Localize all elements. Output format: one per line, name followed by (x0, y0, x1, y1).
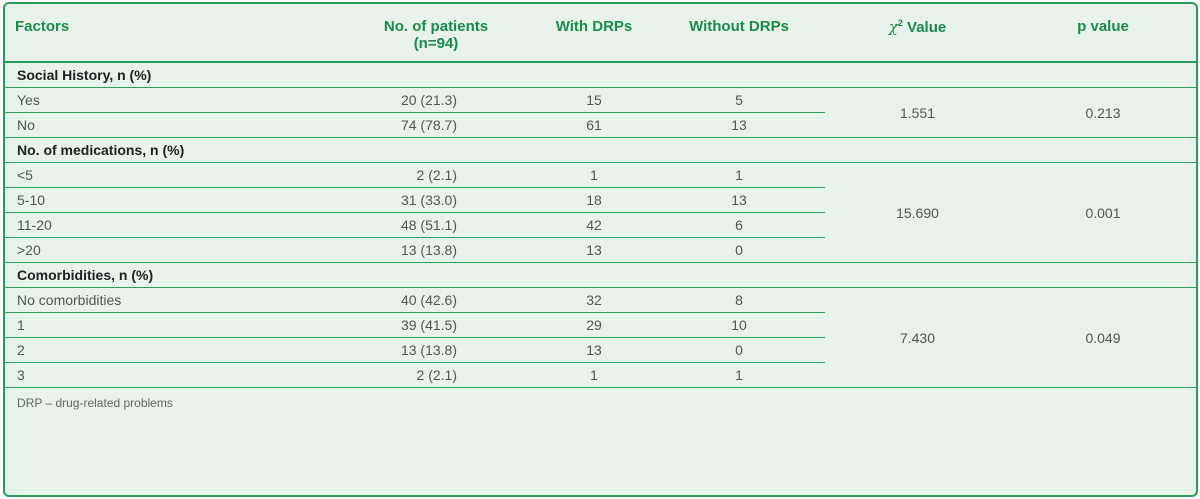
row-with-drps: 32 (535, 287, 653, 313)
row-patients: 2 (2.1) (287, 362, 535, 388)
p-value: 0.001 (1010, 162, 1196, 263)
row-patients: 2 (2.1) (287, 162, 535, 188)
header-patients: No. of patients (n=94) (287, 4, 535, 63)
table-row: 2 13 (13.8) 13 0 (5, 337, 1196, 363)
header-p-value: p value (1010, 4, 1196, 63)
row-without-drps: 13 (653, 112, 825, 138)
row-label: >20 (5, 237, 287, 263)
table-row: >20 13 (13.8) 13 0 (5, 237, 1196, 263)
row-patients: 48 (51.1) (287, 212, 535, 238)
header-patients-n: (n=94) (413, 35, 459, 52)
data-table-frame: Factors No. of patients (n=94) With DRPs… (3, 2, 1198, 497)
chi-square-value: 1.551 (825, 87, 1010, 138)
p-value: 0.213 (1010, 87, 1196, 138)
row-without-drps: 0 (653, 337, 825, 363)
row-patients: 39 (41.5) (287, 312, 535, 338)
section-title: No. of medications, n (%) (5, 137, 1196, 163)
section-title: Comorbidities, n (%) (5, 262, 1196, 288)
row-with-drps: 61 (535, 112, 653, 138)
row-patients: 20 (21.3) (287, 87, 535, 113)
row-without-drps: 0 (653, 237, 825, 263)
chi-square-value: 15.690 (825, 162, 1010, 263)
row-without-drps: 8 (653, 287, 825, 313)
footnote-row: DRP – drug-related problems (5, 388, 1196, 419)
header-factors: Factors (5, 4, 287, 63)
row-label: 3 (5, 362, 287, 388)
drp-factors-table: Factors No. of patients (n=94) With DRPs… (5, 4, 1196, 418)
chi-superscript: 2 (897, 18, 903, 28)
row-with-drps: 15 (535, 87, 653, 113)
table-row: 5-10 31 (33.0) 18 13 (5, 187, 1196, 213)
row-with-drps: 18 (535, 187, 653, 213)
chi-value-label: Value (907, 19, 947, 36)
header-row: Factors No. of patients (n=94) With DRPs… (5, 4, 1196, 63)
table-row: 1 39 (41.5) 29 10 (5, 312, 1196, 338)
row-label: Yes (5, 87, 287, 113)
header-patients-label: No. of patients (383, 18, 489, 35)
row-patients: 13 (13.8) (287, 237, 535, 263)
row-patients: 31 (33.0) (287, 187, 535, 213)
header-chi-value: χ2 Value (825, 4, 1010, 63)
section-title: Social History, n (%) (5, 62, 1196, 88)
row-with-drps: 13 (535, 337, 653, 363)
row-patients: 74 (78.7) (287, 112, 535, 138)
row-label: <5 (5, 162, 287, 188)
row-label: 2 (5, 337, 287, 363)
table-row: 11-20 48 (51.1) 42 6 (5, 212, 1196, 238)
table-row: No 74 (78.7) 61 13 (5, 112, 1196, 138)
section-header-row: Comorbidities, n (%) (5, 262, 1196, 288)
chi-symbol: χ (888, 18, 898, 36)
row-label: 1 (5, 312, 287, 338)
row-with-drps: 42 (535, 212, 653, 238)
header-with-drps: With DRPs (535, 4, 653, 63)
table-row: No comorbidities 40 (42.6) 32 8 7.430 0.049 (5, 287, 1196, 388)
section-header-row: Social History, n (%) (5, 62, 1196, 88)
row-with-drps: 29 (535, 312, 653, 338)
footnote: DRP – drug-related problems (17, 396, 173, 410)
row-without-drps: 6 (653, 212, 825, 238)
row-patients: 13 (13.8) (287, 337, 535, 363)
row-without-drps: 5 (653, 87, 825, 113)
row-label: 5-10 (5, 187, 287, 213)
table-row: <5 2 (2.1) 1 1 15.690 0.001 (5, 162, 1196, 263)
row-patients: 40 (42.6) (287, 287, 535, 313)
row-without-drps: 13 (653, 187, 825, 213)
table-row: Yes 20 (21.3) 15 5 1.551 0.213 (5, 87, 1196, 138)
row-with-drps: 13 (535, 237, 653, 263)
row-with-drps: 1 (535, 362, 653, 388)
p-value: 0.049 (1010, 287, 1196, 388)
row-with-drps: 1 (535, 162, 653, 188)
row-label: No (5, 112, 287, 138)
row-without-drps: 1 (653, 162, 825, 188)
chi-square-value: 7.430 (825, 287, 1010, 388)
row-without-drps: 10 (653, 312, 825, 338)
section-header-row: No. of medications, n (%) (5, 137, 1196, 163)
header-without-drps: Without DRPs (653, 4, 825, 63)
row-label: 11-20 (5, 212, 287, 238)
row-label: No comorbidities (5, 287, 287, 313)
row-without-drps: 1 (653, 362, 825, 388)
